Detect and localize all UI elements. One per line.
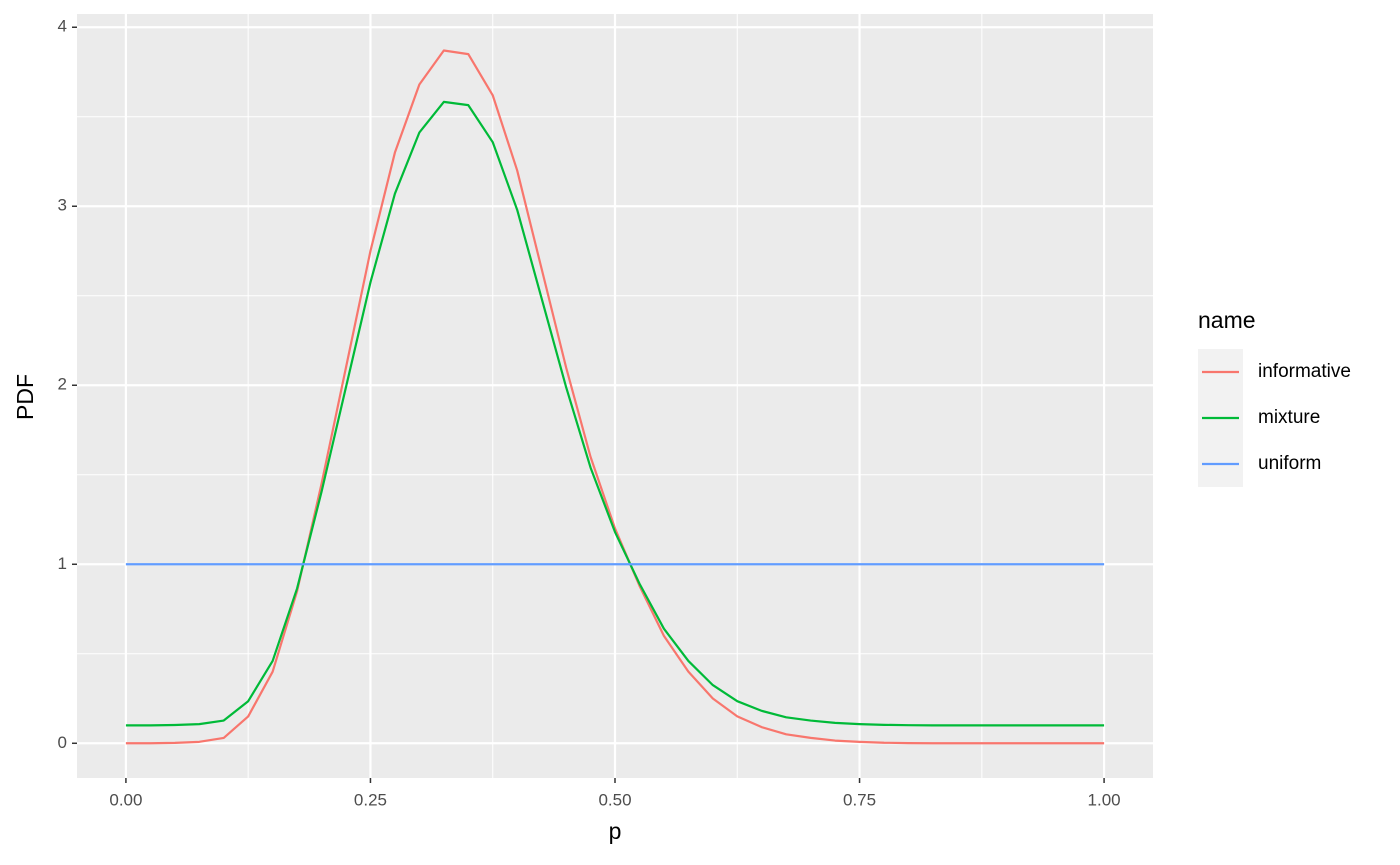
legend-title: name <box>1198 307 1256 333</box>
legend-label: mixture <box>1258 407 1320 428</box>
x-tick-label: 0.50 <box>598 790 631 809</box>
x-tick-label: 0.00 <box>109 790 142 809</box>
legend-label: uniform <box>1258 453 1321 474</box>
y-tick-label: 3 <box>58 196 67 215</box>
y-tick-label: 4 <box>58 17 67 36</box>
y-axis-title: PDF <box>12 374 38 420</box>
x-tick-label: 0.25 <box>354 790 387 809</box>
y-tick-label: 0 <box>58 733 67 752</box>
x-tick-label: 0.75 <box>843 790 876 809</box>
legend-label: informative <box>1258 361 1351 382</box>
y-tick-label: 2 <box>58 375 67 394</box>
axes: 0.00 0.25 0.50 0.75 1.00 0 1 2 3 4 <box>58 17 1121 810</box>
y-tick-label: 1 <box>58 554 67 573</box>
x-tick-label: 1.00 <box>1088 790 1121 809</box>
series-line <box>125 49 1105 745</box>
x-axis-title: p <box>609 818 622 844</box>
legend: name informative mixture uniform <box>1198 307 1351 487</box>
plot-lines <box>125 49 1105 745</box>
series-line <box>125 100 1105 727</box>
